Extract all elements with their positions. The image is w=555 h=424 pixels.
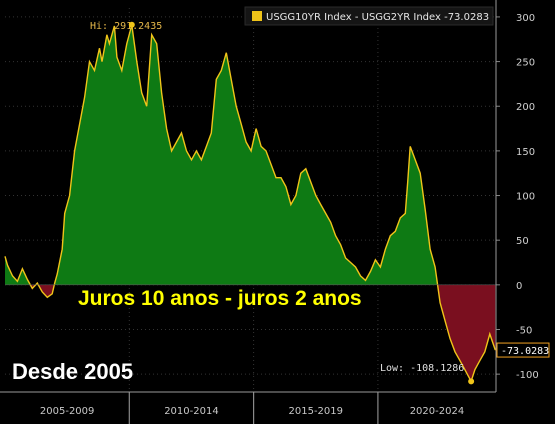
- caption-since: Desde 2005: [12, 359, 133, 384]
- legend-box: [244, 6, 494, 26]
- y-tick-label: 0: [516, 281, 522, 292]
- legend-swatch: [252, 11, 262, 21]
- low-label: Low: -108.1286: [380, 363, 464, 374]
- y-tick-label: 100: [516, 192, 535, 203]
- y-tick-label: 50: [516, 236, 529, 247]
- high-marker: [128, 21, 135, 28]
- y-tick-label: -50: [516, 325, 532, 336]
- area-negative: [30, 284, 496, 382]
- high-label: Hi: 291.2435: [90, 21, 162, 32]
- series-line: [4, 24, 496, 384]
- y-tick-label: 200: [516, 102, 535, 113]
- last-value-badge: [496, 342, 550, 358]
- y-tick-label: 300: [516, 13, 535, 24]
- axes: -100 -50 0 50 100 150 200 250 300 2005-2009 2010-2…: [0, 0, 539, 424]
- area-layer: [4, 24, 496, 384]
- last-value-label: -73.0283: [501, 346, 549, 357]
- y-tick-label: 150: [516, 147, 535, 158]
- x-period-label: 2015-2019: [289, 406, 344, 417]
- low-marker: [468, 378, 475, 385]
- x-period-label: 2005-2009: [40, 406, 95, 417]
- x-period-label: 2020-2024: [410, 406, 465, 417]
- area-positive: [5, 25, 496, 285]
- y-tick-label: 250: [516, 58, 535, 69]
- x-period-label: 2010-2014: [164, 406, 219, 417]
- y-tick-label: -100: [516, 370, 539, 381]
- legend-label: USGG10YR Index - USGG2YR Index -73.0283: [266, 12, 489, 23]
- caption-spread: Juros 10 anos - juros 2 anos: [78, 287, 362, 310]
